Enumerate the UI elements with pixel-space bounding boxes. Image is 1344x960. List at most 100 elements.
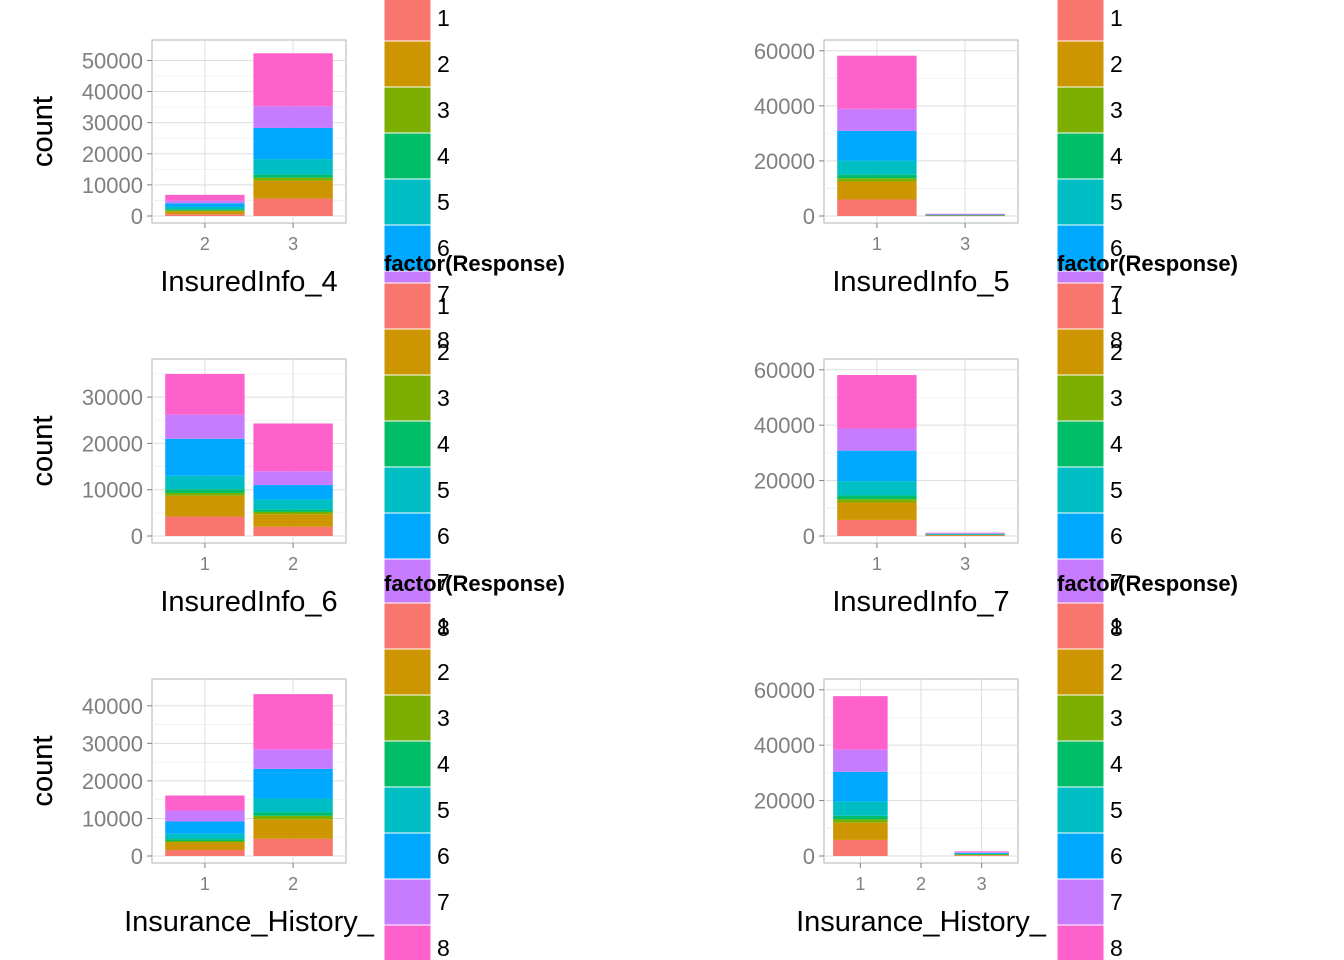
bar-segment-1-5	[165, 475, 245, 490]
bar-segment-1-6	[165, 438, 245, 476]
legend-label-1: 1	[437, 5, 450, 31]
y-tick-label: 60000	[754, 39, 815, 64]
y-tick-label: 10000	[82, 478, 143, 503]
bar-segment-1-7	[833, 749, 888, 772]
x-tick-label: 1	[200, 874, 210, 894]
bar-segment-2-8	[253, 694, 333, 750]
y-tick-label: 30000	[82, 385, 143, 410]
chart-panel-2: 0 20000 40000 60000 1 3 InsuredInfo_5 count 1 2 3 4…	[27, 0, 1123, 364]
y-tick-label: 0	[131, 844, 143, 869]
y-tick-label: 30000	[82, 731, 143, 756]
legend-label-5: 5	[1110, 797, 1123, 823]
bar-segment-1-3	[837, 178, 917, 182]
y-tick-label: 20000	[82, 142, 143, 167]
legend-label-4: 4	[437, 431, 450, 457]
y-tick-label: 0	[803, 524, 815, 549]
bar-segment-1-6	[165, 821, 245, 834]
bar-segment-1-6	[837, 450, 917, 482]
bar-segment-2-2	[165, 211, 245, 215]
bar-segment-2-4	[253, 509, 333, 512]
bar-segment-2-5	[253, 798, 333, 813]
legend-label-4: 4	[1110, 431, 1123, 457]
bar-segment-2-2	[253, 514, 333, 527]
bar-segment-3-8	[925, 532, 1005, 534]
legend-label-2: 2	[1110, 659, 1123, 685]
bar-segment-1-6	[837, 130, 917, 161]
legend-label-4: 4	[437, 143, 450, 169]
bar-segment-3-4	[253, 174, 333, 178]
bar-segment-3-5	[253, 159, 333, 175]
legend-label-1: 1	[437, 613, 450, 639]
legend-label-1: 1	[1110, 293, 1123, 319]
bar-segment-2-6	[165, 203, 245, 207]
x-axis-title: InsuredInfo_6	[160, 586, 337, 618]
bar-segment-3-1	[925, 535, 1005, 536]
legend-label-7: 7	[437, 569, 450, 595]
legend-label-2: 2	[437, 339, 450, 365]
bar-segment-1-2	[165, 842, 245, 850]
bar-segment-3-6	[253, 127, 333, 160]
bar-segment-1-4	[837, 495, 917, 500]
bar-segment-1-7	[165, 810, 245, 822]
bar-segment-1-4	[837, 174, 917, 179]
bar-segment-1-4	[165, 839, 245, 841]
y-tick-label: 20000	[754, 469, 815, 494]
legend-title: factor(Response)	[1057, 571, 1238, 596]
legend-key-2	[383, 328, 432, 376]
legend: 1 2 3 4 5 6 7 8	[1056, 0, 1123, 364]
legend-key-6	[1056, 512, 1105, 560]
y-tick-label: 0	[131, 524, 143, 549]
legend-label-6: 6	[1110, 843, 1123, 869]
legend-key-3	[1056, 694, 1105, 742]
bar-segment-1-6	[833, 771, 888, 802]
legend-key-5	[1056, 466, 1105, 514]
legend-label-5: 5	[437, 189, 450, 215]
bar-segment-1-5	[837, 160, 917, 175]
legend-label-5: 5	[1110, 477, 1123, 503]
legend-label-5: 5	[1110, 189, 1123, 215]
legend-key-7	[383, 878, 432, 926]
legend-key-1	[383, 602, 432, 650]
bar-segment-1-3	[833, 819, 888, 823]
legend-label-8: 8	[1110, 935, 1123, 960]
legend-key-1	[1056, 0, 1105, 42]
legend-label-8: 8	[437, 615, 450, 641]
legend-label-6: 6	[437, 843, 450, 869]
bar-segment-1-8	[833, 696, 888, 750]
x-tick-label: 3	[977, 874, 987, 894]
y-tick-label: 40000	[754, 94, 815, 119]
legend-key-5	[1056, 786, 1105, 834]
y-tick-label: 0	[803, 204, 815, 229]
legend-key-8	[1056, 924, 1105, 960]
bar-segment-2-4	[253, 812, 333, 816]
legend-key-4	[1056, 420, 1105, 468]
legend-key-4	[1056, 132, 1105, 180]
bar-segment-3-5	[954, 853, 1009, 855]
legend-key-1	[1056, 602, 1105, 650]
bar-segment-2-1	[253, 526, 333, 536]
bar-segment-3-2	[954, 854, 1009, 856]
bar-segment-3-5	[925, 534, 1005, 535]
chart-panel-5: 0 10000 20000 30000 40000 1 2 Insurance_History…	[27, 571, 565, 960]
bar-segment-3-1	[253, 198, 333, 216]
bar-segment-2-2	[253, 819, 333, 839]
y-tick-label: 10000	[82, 173, 143, 198]
y-tick-label: 20000	[754, 789, 815, 814]
legend-key-2	[1056, 648, 1105, 696]
legend-key-6	[383, 832, 432, 880]
chart-panel-6: 0 20000 40000 60000 1 2 3 Insurance_History_ cou…	[27, 571, 1238, 960]
bar-segment-3-7	[253, 106, 333, 128]
bar-segment-2-3	[253, 815, 333, 820]
legend-label-6: 6	[1110, 235, 1123, 261]
y-tick-label: 20000	[754, 149, 815, 174]
bar-segment-2-5	[165, 206, 245, 210]
legend: factor(Response) 1 2 3 4 5 6 7 8	[1056, 571, 1238, 960]
bar-segment-3-7	[954, 852, 1009, 853]
y-tick-label: 60000	[754, 358, 815, 383]
x-tick-label: 2	[916, 874, 926, 894]
y-axis-title: count	[27, 416, 59, 487]
bar-segment-1-4	[833, 815, 888, 820]
legend-label-4: 4	[437, 751, 450, 777]
bar-segment-1-1	[837, 519, 917, 536]
